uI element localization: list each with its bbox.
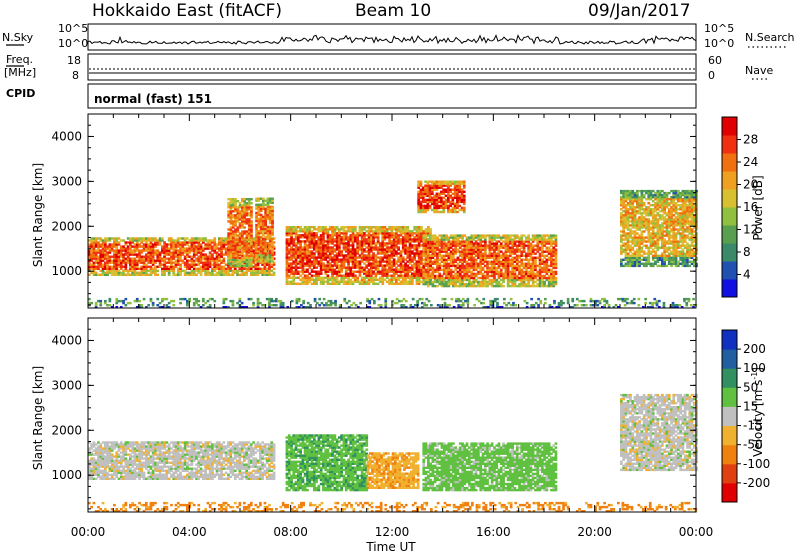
nsky-trace — [87, 34, 697, 46]
xtick-label: 00:00 — [679, 525, 714, 539]
velocity-cbar-label: Velocity [m s-1] — [750, 367, 765, 457]
feature-near-range — [88, 501, 698, 513]
power-cbar-tick: 12 — [743, 223, 758, 237]
cpid-value: normal (fast) 151 — [94, 92, 212, 106]
xtick-label: 08:00 — [273, 525, 308, 539]
velocity-ylabel: Slant Range [km] — [31, 366, 45, 470]
velocity-cbar-tick: 200 — [743, 342, 766, 356]
ytick-label: 4000 — [51, 129, 82, 143]
station-title: Hokkaido East (fitACF) — [92, 1, 283, 21]
feature-arc-b — [255, 197, 274, 263]
power-cbar-tick: 28 — [743, 133, 758, 147]
xtick-label: 04:00 — [172, 525, 207, 539]
power-ylabel: Slant Range [km] — [31, 163, 45, 267]
velocity-cbar-tick: -50 — [743, 438, 763, 452]
power-colorbar: 28 24 20 16 12 8 4 — [721, 116, 758, 298]
beam-label: Beam 10 — [355, 1, 432, 21]
feature-late — [620, 189, 698, 268]
feature-main-neg — [366, 452, 420, 489]
ytick-label: 3000 — [51, 174, 82, 188]
freq-tick-top: 18 — [67, 54, 81, 67]
xtick-label: 12:00 — [375, 525, 410, 539]
nave-tick-bottom: 0 — [708, 69, 715, 82]
feature-band — [88, 441, 276, 480]
xtick-label: 20:00 — [577, 525, 612, 539]
nsearch-tick-bottom: 10^0 — [704, 37, 735, 50]
power-cbar-tick: 16 — [743, 200, 758, 214]
feature-near-range — [88, 297, 698, 309]
velocity-cbar-tick: 50 — [743, 380, 758, 394]
feature-late — [620, 393, 698, 472]
ytick-label: 2000 — [51, 423, 82, 437]
ytick-label: 4000 — [51, 333, 82, 347]
ytick-label: 3000 — [51, 378, 82, 392]
velocity-cbar-tick: 15 — [743, 399, 758, 413]
freq-tick-bottom: 8 — [72, 69, 79, 82]
nave-tick-top: 60 — [708, 54, 722, 67]
feature-east — [422, 442, 558, 492]
cpid-frame — [87, 83, 697, 109]
ytick-label: 2000 — [51, 219, 82, 233]
power-cbar-tick: 24 — [743, 155, 758, 169]
power-cbar-label: Power [dB] — [751, 175, 765, 240]
cpid-label: CPID — [6, 87, 36, 100]
ytick-label: 1000 — [51, 264, 82, 278]
xtick-label: 00:00 — [71, 525, 106, 539]
feature-arc-a — [227, 198, 253, 268]
nsky-tick-bottom: 10^0 — [58, 37, 89, 50]
date-label: 09/Jan/2017 — [588, 1, 691, 21]
power-panel: 1000 2000 3000 4000 — [51, 113, 698, 309]
nsearch-label: N.Search — [745, 31, 795, 44]
xtick-label: 16:00 — [476, 525, 511, 539]
ytick-label: 1000 — [51, 468, 82, 482]
nsky-frame — [87, 23, 697, 51]
velocity-cbar-tick: -200 — [743, 476, 770, 490]
feature-main — [285, 434, 369, 492]
velocity-colorbar: 200 100 50 15 -15 -50 -100 -200 — [721, 329, 770, 503]
freq-label: Freq. — [6, 53, 34, 66]
velocity-cbar-tick: -15 — [743, 419, 763, 433]
feature-main — [285, 226, 432, 285]
xlabel: Time UT — [365, 540, 416, 554]
nsky-tick-top: 10^5 — [58, 22, 89, 35]
feature-east — [422, 234, 558, 288]
freq-unit: [MHz] — [4, 66, 37, 79]
velocity-panel: 1000 2000 3000 4000 00:00 04:00 08:00 12:00 16:0… — [51, 317, 714, 539]
nave-label: Nave — [745, 64, 774, 77]
velocity-cbar-tick: -100 — [743, 457, 770, 471]
nsky-label: N.Sky — [2, 31, 34, 44]
power-cbar-tick: 20 — [743, 178, 758, 192]
nsearch-tick-top: 10^5 — [704, 22, 735, 35]
power-cbar-tick: 4 — [743, 268, 751, 282]
feature-band — [88, 237, 276, 276]
freq-frame — [87, 53, 697, 81]
velocity-cbar-tick: 100 — [743, 361, 766, 375]
feature-blob-14 — [417, 180, 466, 214]
power-cbar-tick: 8 — [743, 245, 751, 259]
